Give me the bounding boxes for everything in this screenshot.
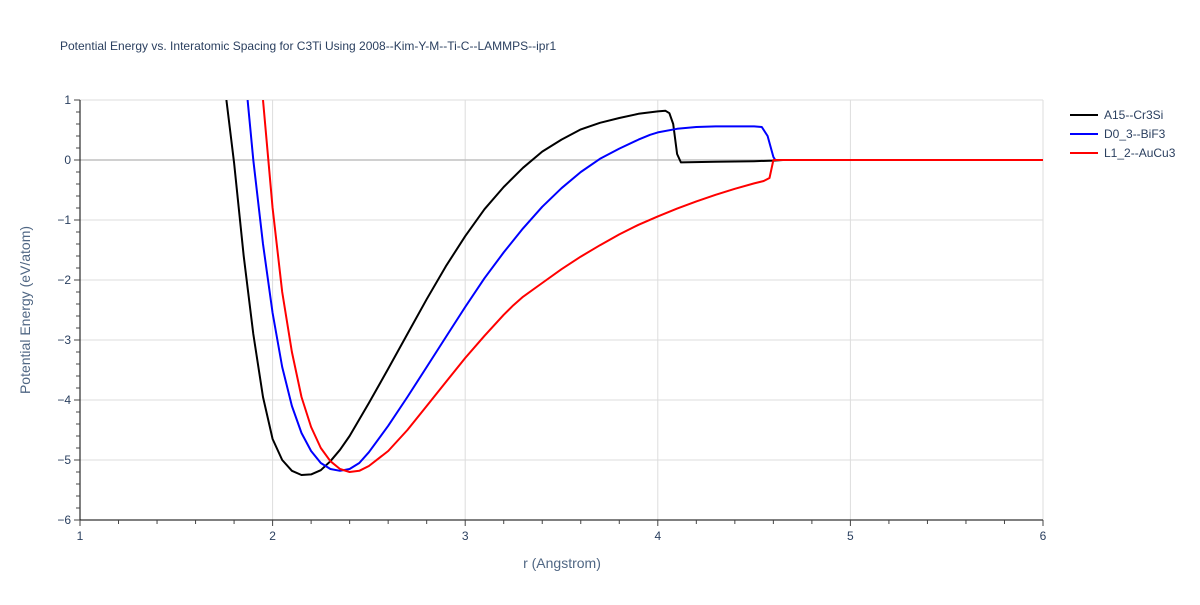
- x-axis-title: r (Angstrom): [523, 555, 601, 571]
- x-tick-label: 3: [462, 529, 469, 543]
- axes-layer: 1 2 3 4 5 6 −6 −5 −4 −3 −2 −1 0 1: [57, 93, 1046, 543]
- x-tick-label: 6: [1040, 529, 1047, 543]
- y-tick-label: −3: [57, 333, 71, 347]
- x-tick-label: 1: [77, 529, 84, 543]
- y-tick-label: 1: [64, 93, 71, 107]
- legend-label-3[interactable]: L1_2--AuCu3: [1104, 146, 1176, 160]
- y-tick-label: −6: [57, 513, 71, 527]
- y-axis-title: Potential Energy (eV/atom): [17, 226, 33, 394]
- y-tick-label: −4: [57, 393, 71, 407]
- y-tick-label: −5: [57, 453, 71, 467]
- legend-label-2[interactable]: D0_3--BiF3: [1104, 127, 1166, 141]
- legend-label-1[interactable]: A15--Cr3Si: [1104, 108, 1163, 122]
- x-tick-label: 5: [847, 529, 854, 543]
- series-line-1: [225, 100, 1043, 476]
- y-tick-label: −2: [57, 273, 71, 287]
- y-tick-label: −1: [57, 213, 71, 227]
- series-line-3: [262, 100, 1043, 473]
- grid-layer: [80, 99, 1044, 520]
- x-tick-label: 4: [654, 529, 661, 543]
- series-layer: [225, 100, 1043, 476]
- x-tick-label: 2: [269, 529, 276, 543]
- y-tick-label: 0: [64, 153, 71, 167]
- legend: A15--Cr3Si D0_3--BiF3 L1_2--AuCu3: [1070, 108, 1176, 160]
- series-line-2: [246, 100, 1043, 472]
- chart-title: Potential Energy vs. Interatomic Spacing…: [60, 39, 556, 53]
